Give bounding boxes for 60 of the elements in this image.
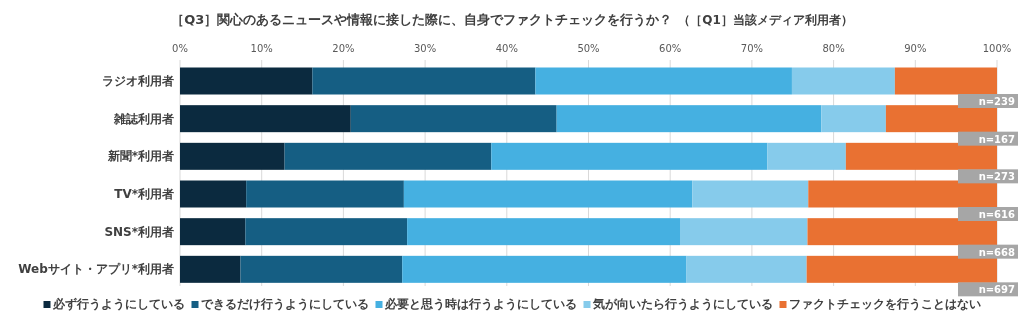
x-tick-label: 60%	[659, 43, 682, 54]
legend-label: ファクトチェックを行うことはない	[788, 297, 981, 311]
annotation: n=167	[978, 133, 1016, 145]
annotation: n=697	[978, 284, 1016, 296]
bar	[180, 105, 351, 133]
annotation: n=616	[978, 209, 1016, 220]
bar	[686, 255, 807, 283]
bar	[885, 105, 997, 133]
y-tick-label: Webサイト・アプリ*利用者	[18, 262, 174, 277]
bar	[246, 180, 404, 208]
bar	[245, 218, 408, 246]
legend-label: 気が向いたら行うようにしている	[591, 297, 773, 311]
x-tick-label: 10%	[250, 43, 273, 54]
bar	[284, 142, 492, 170]
legend-label: できるだけ行うようにしている	[200, 297, 369, 311]
bar	[491, 142, 768, 170]
x-tick-label: 90%	[904, 43, 927, 54]
bar	[407, 218, 680, 246]
bar	[402, 255, 687, 283]
x-tick-label: 80%	[822, 43, 845, 54]
y-tick-label: 雑誌利用者	[113, 111, 174, 126]
bar	[180, 218, 246, 246]
bar	[535, 67, 792, 95]
bar	[350, 105, 557, 133]
bar	[767, 142, 846, 170]
bar	[312, 67, 536, 95]
bar	[894, 67, 997, 95]
annotation: n=239	[978, 96, 1016, 107]
bar	[180, 180, 247, 208]
bar	[791, 67, 895, 95]
bar	[680, 218, 808, 246]
bar	[180, 67, 313, 95]
x-tick-label: 40%	[495, 43, 518, 54]
x-tick-label: 100%	[982, 43, 1012, 54]
legend-label: 必ず行うようにしている	[51, 297, 185, 311]
bar	[556, 105, 822, 133]
bar	[845, 142, 997, 170]
y-tick-label: 新聞*利用者	[106, 149, 174, 164]
bar	[240, 255, 403, 283]
y-tick-label: ラジオ利用者	[102, 74, 174, 88]
bar	[180, 142, 285, 170]
bar	[403, 180, 693, 208]
x-tick-label: 0%	[172, 43, 188, 54]
x-tick-label: 50%	[577, 43, 600, 54]
chart-title: ［Q3］関心のあるニュースや情報に接した際に、自身でファクトチェックを行うか？	[171, 12, 673, 27]
x-tick-label: 20%	[332, 43, 355, 54]
y-tick-label: SNS*利用者	[104, 224, 174, 239]
legend-label: 必要と思う時は行うようにしている	[383, 297, 577, 311]
bar	[808, 180, 997, 208]
annotation: n=273	[978, 171, 1016, 183]
chart-subtitle: （［Q1］当該メディア利用者）	[678, 13, 853, 27]
annotation: n=668	[978, 246, 1016, 258]
bar	[180, 255, 241, 283]
bar	[806, 255, 997, 283]
y-tick-label: TV*利用者	[114, 187, 174, 201]
bar	[821, 105, 886, 133]
bar	[692, 180, 809, 208]
x-tick-label: 30%	[413, 43, 437, 54]
bar	[807, 218, 997, 246]
x-tick-label: 70%	[740, 43, 764, 54]
